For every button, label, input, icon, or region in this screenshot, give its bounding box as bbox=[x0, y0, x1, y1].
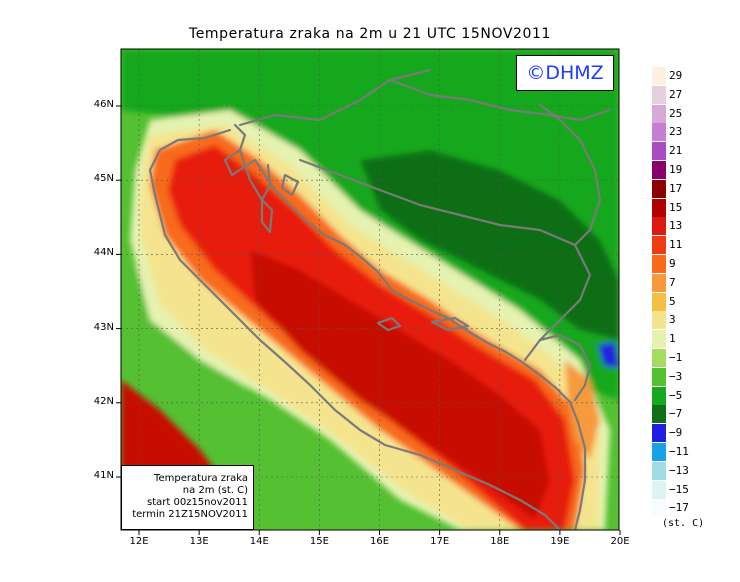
croatia-slovenia-border bbox=[238, 68, 432, 127]
legend-swatch bbox=[652, 255, 666, 273]
field-cold-spot bbox=[598, 342, 619, 368]
legend-label: 15 bbox=[669, 200, 683, 214]
hungary-border bbox=[388, 78, 612, 122]
lon-label: 18E bbox=[490, 536, 510, 547]
field-dark-red-core bbox=[250, 250, 550, 520]
legend-swatch bbox=[652, 236, 666, 255]
lat-label: 46N bbox=[93, 99, 114, 110]
lon-label: 17E bbox=[430, 536, 450, 547]
lon-label: 12E bbox=[129, 536, 149, 547]
legend-swatch bbox=[652, 461, 666, 480]
lat-label: 43N bbox=[93, 321, 114, 333]
lat-label: 44N bbox=[93, 247, 114, 259]
legend-swatch bbox=[652, 67, 666, 85]
legend-label: −1 bbox=[669, 351, 683, 364]
lon-label: 20E bbox=[610, 536, 630, 547]
legend-label: 7 bbox=[669, 275, 676, 289]
legend-label: 13 bbox=[669, 219, 683, 233]
legend-swatch bbox=[652, 142, 666, 161]
lon-label: 15E bbox=[309, 536, 329, 547]
montenegro-border bbox=[538, 333, 592, 402]
island-cres bbox=[260, 198, 274, 234]
info-line-3: start 00z15nov2011 bbox=[147, 497, 248, 508]
legend-label: −7 bbox=[669, 407, 683, 421]
info-line-1: Temperatura zraka bbox=[154, 473, 248, 484]
bosnia-serbia-border bbox=[538, 103, 602, 247]
legend-label: 1 bbox=[669, 332, 676, 346]
island-krk bbox=[280, 173, 300, 197]
lat-lon-grid bbox=[121, 49, 619, 530]
legend-label: −5 bbox=[669, 388, 683, 402]
legend-swatch bbox=[652, 179, 666, 198]
legend-label: −17 bbox=[669, 501, 689, 515]
lon-label: 19E bbox=[550, 536, 570, 547]
legend-label: 21 bbox=[669, 144, 683, 158]
lon-label: 16E bbox=[369, 536, 390, 547]
legend-label: 17 bbox=[669, 181, 683, 195]
legend-swatch bbox=[652, 123, 666, 142]
legend-swatch bbox=[652, 198, 666, 217]
legend-label: 11 bbox=[669, 238, 683, 252]
legend-swatch bbox=[652, 424, 666, 443]
legend-label: 23 bbox=[669, 125, 683, 139]
legend-label: 25 bbox=[669, 106, 683, 120]
island-korcula bbox=[430, 316, 470, 332]
field-dark-green bbox=[360, 150, 619, 340]
plot-frame bbox=[120, 48, 620, 531]
legend-label: 5 bbox=[669, 294, 676, 308]
legend-swatch bbox=[652, 161, 666, 179]
legend-swatch bbox=[652, 480, 666, 499]
adriatic-east-coastline bbox=[223, 123, 587, 530]
legend-label: 19 bbox=[669, 163, 683, 176]
map-info-box: Temperatura zraka na 2m (st. C) start 00… bbox=[121, 465, 254, 530]
legend-swatch bbox=[652, 273, 666, 292]
legend-swatch bbox=[652, 499, 666, 518]
legend-label: −11 bbox=[669, 445, 689, 458]
legend-swatch bbox=[652, 349, 666, 367]
legend-swatch bbox=[652, 85, 666, 104]
legend-label: 29 bbox=[669, 69, 683, 82]
legend-label: 3 bbox=[669, 313, 676, 327]
lon-label: 13E bbox=[189, 536, 209, 547]
info-line-4: termin 21Z15NOV2011 bbox=[132, 509, 248, 520]
legend-swatch bbox=[652, 405, 666, 424]
legend-swatch bbox=[652, 292, 666, 311]
legend-unit: (st. C) bbox=[662, 518, 705, 529]
croatia-bosnia-border bbox=[298, 158, 592, 362]
lat-label: 45N bbox=[93, 173, 114, 185]
legend-swatch bbox=[652, 104, 666, 123]
legend-label: −13 bbox=[669, 463, 689, 477]
dhmz-watermark: ©DHMZ bbox=[516, 55, 614, 91]
legend-swatch bbox=[652, 443, 666, 461]
legend-swatch bbox=[652, 367, 666, 386]
legend-swatch bbox=[652, 217, 666, 236]
legend-swatch bbox=[652, 311, 666, 330]
info-line-2: na 2m (st. C) bbox=[182, 485, 248, 496]
map-title: Temperatura zraka na 2m u 21 UTC 15NOV20… bbox=[188, 26, 552, 42]
legend-label: −15 bbox=[669, 482, 689, 496]
legend-label: −9 bbox=[669, 426, 683, 440]
legend-label: 27 bbox=[669, 87, 683, 101]
field-albania-warm bbox=[565, 360, 600, 460]
axis-ticks bbox=[116, 105, 621, 535]
adriatic-west-coastline bbox=[148, 128, 562, 530]
lat-label: 41N bbox=[93, 470, 114, 481]
legend-label: 9 bbox=[669, 257, 676, 270]
island-hvar bbox=[376, 316, 402, 332]
coastlines-and-borders bbox=[148, 68, 612, 530]
legend-swatch bbox=[652, 386, 666, 405]
legend-swatch bbox=[652, 330, 666, 349]
lon-label: 14E bbox=[249, 536, 269, 547]
lat-label: 42N bbox=[93, 395, 114, 407]
legend-label: −3 bbox=[669, 369, 683, 383]
